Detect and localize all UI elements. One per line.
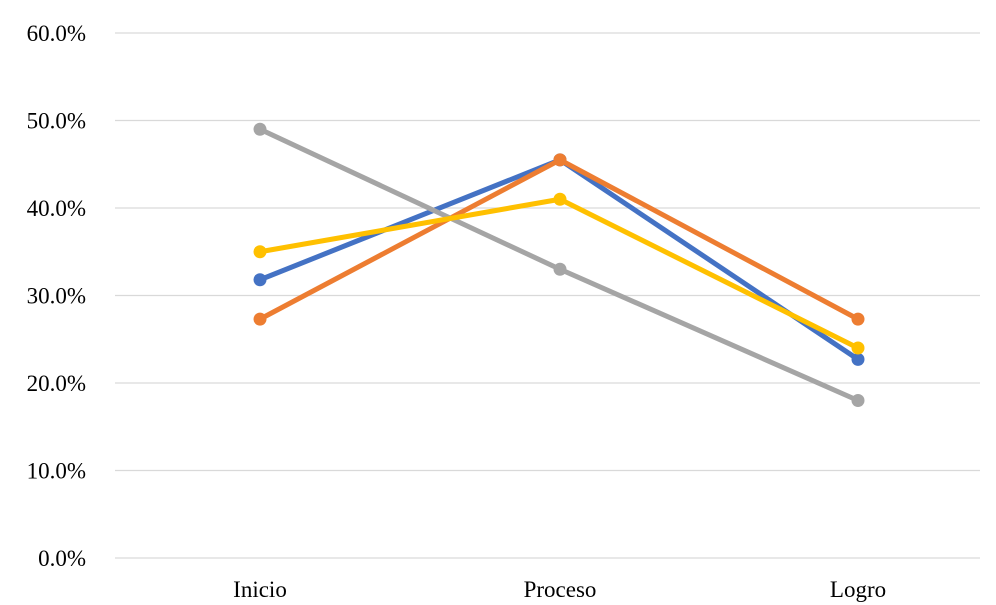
series-2-point-0 (253, 122, 267, 136)
y-tick-label: 60.0% (27, 21, 86, 46)
gridlines (115, 32, 980, 559)
y-tick-label: 30.0% (27, 284, 86, 309)
y-tick-label: 0.0% (38, 546, 86, 571)
x-tick-label: Logro (830, 577, 886, 602)
series-1-point-1 (553, 153, 567, 167)
x-axis-ticks: Inicio Proceso Logro (233, 577, 886, 602)
y-axis-ticks: 0.0% 10.0% 20.0% 30.0% 40.0% 50.0% 60.0% (27, 21, 86, 571)
series-1-point-0 (253, 312, 267, 326)
series-2-point-1 (553, 262, 567, 276)
y-tick-label: 20.0% (27, 371, 86, 396)
series-group (253, 122, 865, 407)
series-line-0 (257, 157, 861, 362)
series-3-point-1 (553, 192, 567, 206)
y-tick-label: 40.0% (27, 196, 86, 221)
y-tick-label: 50.0% (27, 109, 86, 134)
series-0-point-2 (851, 352, 865, 366)
series-3-point-2 (851, 341, 865, 355)
series-0-point-0 (253, 273, 267, 287)
x-tick-label: Inicio (233, 577, 287, 602)
series-3-point-0 (253, 245, 267, 259)
series-1-point-2 (851, 312, 865, 326)
series-2-point-2 (851, 394, 865, 407)
y-tick-label: 10.0% (27, 459, 86, 484)
x-tick-label: Proceso (524, 577, 597, 602)
